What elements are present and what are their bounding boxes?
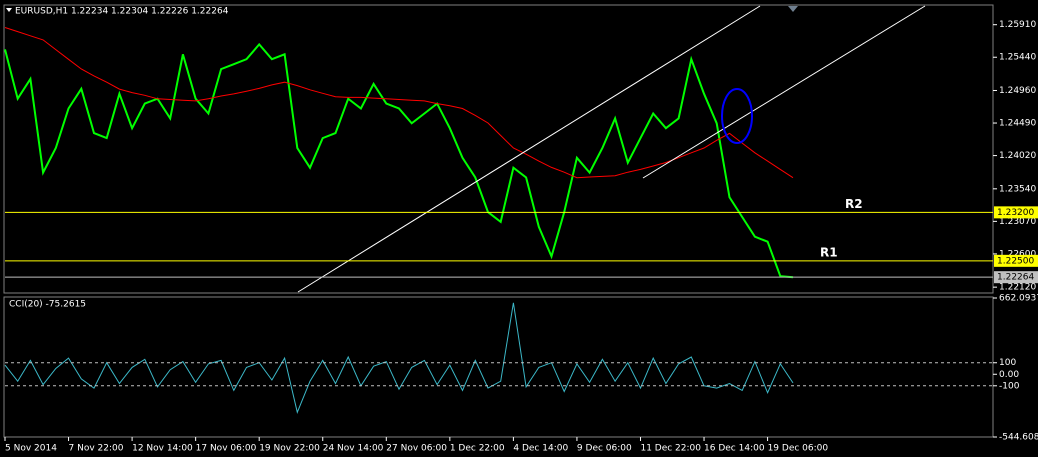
y-tick-label: 1.22120 xyxy=(999,283,1036,293)
level-name: R2 xyxy=(845,197,863,211)
x-tick-label: 5 Nov 2014 xyxy=(5,444,57,454)
x-tick-label: 1 Dec 22:00 xyxy=(450,444,505,454)
y-tick-label: 1.23540 xyxy=(999,184,1036,194)
trend-line xyxy=(297,5,761,293)
x-tick-label: 19 Dec 06:00 xyxy=(768,444,829,454)
x-tick-label: 9 Dec 06:00 xyxy=(577,444,632,454)
menu-arrow[interactable] xyxy=(6,8,12,12)
level-label-box xyxy=(994,206,1038,219)
level-label-box xyxy=(994,254,1038,267)
x-tick-label: 16 Dec 14:00 xyxy=(704,444,765,454)
series-line xyxy=(4,42,794,279)
price-label-box xyxy=(994,271,1038,284)
y-tick-label: 1.25440 xyxy=(999,53,1036,63)
chart-title: EURUSD,H1 1.22234 1.22304 1.22226 1.2226… xyxy=(15,7,229,17)
y-tick-label: 1.25910 xyxy=(999,20,1036,30)
price-panel-frame xyxy=(3,4,994,294)
y-tick-label: 1.23070 xyxy=(999,217,1036,227)
cci-panel-frame xyxy=(3,296,994,438)
trend-line xyxy=(642,5,926,179)
indicator-title: CCI(20) -75.2615 xyxy=(9,300,86,310)
series-line xyxy=(4,302,794,414)
shift-marker xyxy=(788,6,798,12)
y-tick-label: 100 xyxy=(999,358,1016,368)
y-tick-label: -544.6083 xyxy=(999,433,1038,443)
x-tick-label: 17 Nov 06:00 xyxy=(196,444,257,454)
x-tick-label: 24 Nov 14:00 xyxy=(323,444,384,454)
x-tick-label: 11 Dec 22:00 xyxy=(640,444,701,454)
level-label: 1.22500 xyxy=(997,256,1034,266)
level-name: R1 xyxy=(820,245,838,259)
y-tick-label: 1.24490 xyxy=(999,119,1036,129)
y-tick-label: 1.24960 xyxy=(999,86,1036,96)
y-tick-label: -100 xyxy=(999,381,1020,391)
series-line xyxy=(4,27,794,179)
price-label: 1.22264 xyxy=(997,273,1034,283)
marks xyxy=(4,27,794,414)
y-tick-label: 1.24020 xyxy=(999,151,1036,161)
highlight-ellipse xyxy=(721,88,753,144)
y-tick-label: 662.0937 xyxy=(999,294,1038,304)
x-tick-label: 7 Nov 22:00 xyxy=(69,444,124,454)
y-tick-label: 1.22600 xyxy=(999,249,1036,259)
x-tick-label: 27 Nov 06:00 xyxy=(386,444,447,454)
y-tick-label: 0.00 xyxy=(999,370,1019,380)
x-tick-label: 4 Dec 14:00 xyxy=(513,444,568,454)
x-tick-label: 12 Nov 14:00 xyxy=(132,444,193,454)
level-label: 1.23200 xyxy=(997,208,1034,218)
x-tick-label: 19 Nov 22:00 xyxy=(259,444,320,454)
